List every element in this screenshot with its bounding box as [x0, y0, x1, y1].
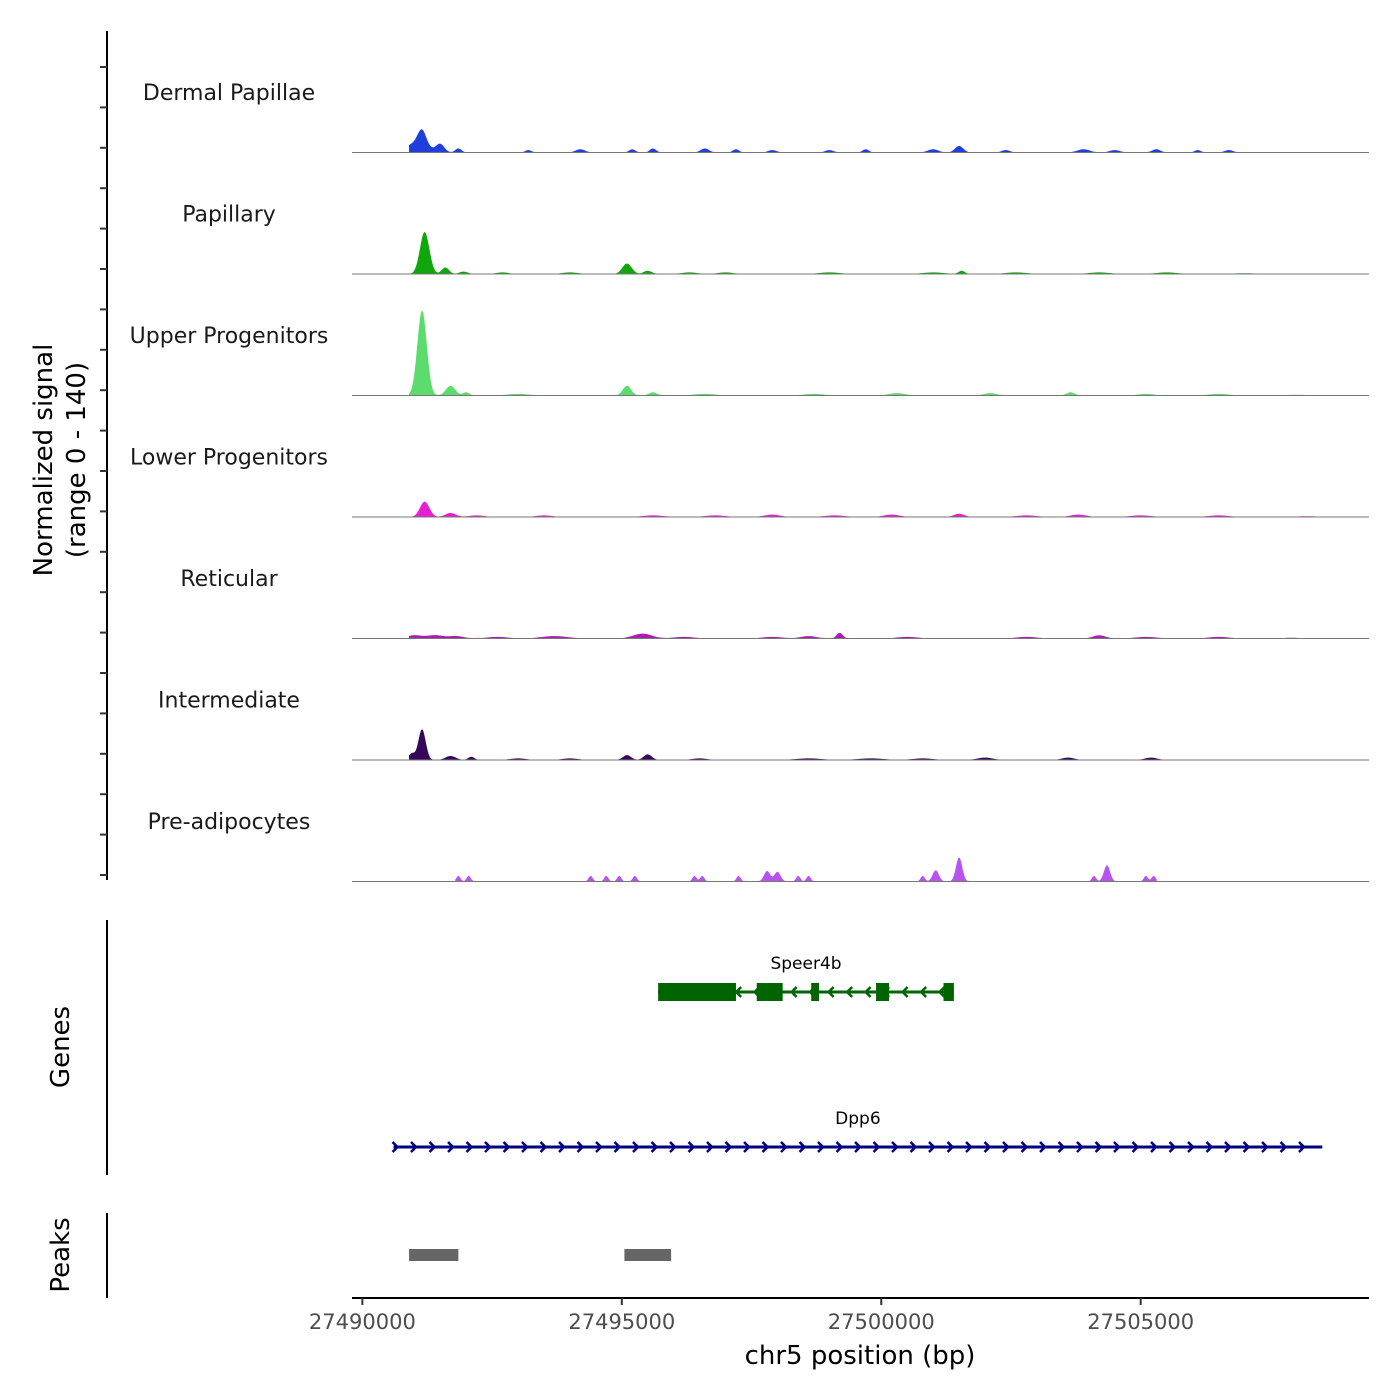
- strand-arrow: [595, 1141, 603, 1153]
- strand-arrow: [734, 986, 743, 998]
- exon-speer4b: [943, 983, 954, 1001]
- gene-label-speer4b: Speer4b: [770, 954, 841, 974]
- strand-arrow: [919, 986, 928, 998]
- strand-arrow: [1224, 1141, 1232, 1153]
- peak-region: [624, 1249, 672, 1261]
- strand-arrow: [937, 986, 946, 998]
- strand-arrow: [465, 1141, 474, 1153]
- strand-arrow: [1020, 1141, 1029, 1153]
- strand-arrow: [1076, 1141, 1084, 1153]
- coverage-area-reticular: [409, 632, 1318, 639]
- genes-axis-title: Genes: [46, 1006, 76, 1088]
- strand-arrow: [909, 1141, 918, 1153]
- strand-arrow: [410, 1141, 418, 1153]
- coverage-area-papillary: [409, 231, 1297, 274]
- strand-arrow: [1150, 1141, 1158, 1153]
- strand-arrow: [391, 1141, 400, 1153]
- gene-speer4b: Speer4b: [658, 954, 954, 1001]
- track-label-intermediate: Intermediate: [158, 689, 300, 714]
- coverage-area-upper-progenitors: [409, 310, 1369, 396]
- strand-arrow: [613, 1141, 622, 1153]
- exon-speer4b: [876, 983, 890, 1001]
- coverage-area-lower-progenitors: [409, 501, 1333, 517]
- exon-speer4b: [658, 983, 736, 1001]
- strand-arrow: [1002, 1141, 1010, 1153]
- strand-arrow: [1094, 1141, 1103, 1153]
- strand-arrow: [983, 1141, 992, 1153]
- strand-arrow: [1242, 1141, 1251, 1153]
- exon-speer4b: [756, 983, 783, 1001]
- gene-dpp6: Dpp6: [391, 1109, 1323, 1153]
- strand-arrow: [1113, 1141, 1121, 1153]
- strand-arrow: [854, 1141, 862, 1153]
- strand-arrow: [743, 1141, 751, 1153]
- strand-arrow: [817, 1141, 825, 1153]
- coverage-area-intermediate: [409, 729, 1188, 760]
- strand-arrow: [946, 1141, 955, 1153]
- strand-arrow: [1131, 1141, 1140, 1153]
- strand-arrow: [1298, 1141, 1306, 1153]
- strand-arrow: [900, 986, 909, 998]
- strand-arrow: [789, 986, 798, 998]
- peaks-axis-title: Peaks: [46, 1217, 76, 1292]
- x-axis-title: chr5 position (bp): [745, 1341, 976, 1371]
- track-label-pre-adipocytes: Pre-adipocytes: [148, 810, 311, 835]
- strand-arrow: [872, 1141, 881, 1153]
- strand-arrow: [1279, 1141, 1288, 1153]
- strand-arrow: [1205, 1141, 1214, 1153]
- strand-arrow: [835, 1141, 844, 1153]
- exon-speer4b: [811, 983, 819, 1001]
- strand-arrow: [863, 986, 872, 998]
- strand-arrow: [1187, 1141, 1195, 1153]
- strand-arrow: [1168, 1141, 1177, 1153]
- strand-arrow: [484, 1141, 492, 1153]
- track-label-lower-progenitors: Lower Progenitors: [130, 446, 328, 471]
- y-axis-title-line2: (range 0 - 140): [62, 362, 92, 558]
- strand-arrow: [687, 1141, 696, 1153]
- strand-arrow: [826, 986, 835, 998]
- strand-arrow: [502, 1141, 511, 1153]
- strand-arrow: [706, 1141, 714, 1153]
- coverage-area-pre-adipocytes: [455, 857, 1157, 882]
- gene-label-dpp6: Dpp6: [835, 1109, 881, 1129]
- strand-arrow: [632, 1141, 640, 1153]
- strand-arrow: [1261, 1141, 1269, 1153]
- strand-arrow: [891, 1141, 899, 1153]
- strand-arrow: [1057, 1141, 1066, 1153]
- strand-arrow: [761, 1141, 770, 1153]
- x-tick-label: 27500000: [828, 1310, 935, 1334]
- strand-arrow: [780, 1141, 788, 1153]
- strand-arrow: [650, 1141, 659, 1153]
- y-axis-title-line1: Normalized signal: [29, 344, 59, 577]
- strand-arrow: [576, 1141, 585, 1153]
- track-label-reticular: Reticular: [180, 567, 278, 592]
- strand-arrow: [928, 1141, 936, 1153]
- peak-region: [409, 1249, 459, 1261]
- strand-arrow: [669, 1141, 677, 1153]
- x-tick-label: 27505000: [1087, 1310, 1194, 1334]
- track-label-dermal-papillae: Dermal Papillae: [143, 81, 315, 106]
- strand-arrow: [1039, 1141, 1047, 1153]
- strand-arrow: [798, 1141, 807, 1153]
- strand-arrow: [558, 1141, 566, 1153]
- track-label-upper-progenitors: Upper Progenitors: [130, 324, 329, 349]
- strand-arrow: [539, 1141, 548, 1153]
- track-label-papillary: Papillary: [182, 203, 276, 228]
- strand-arrow: [845, 986, 854, 998]
- strand-arrow: [521, 1141, 529, 1153]
- strand-arrow: [447, 1141, 455, 1153]
- strand-arrow: [724, 1141, 733, 1153]
- strand-arrow: [428, 1141, 437, 1153]
- coverage-area-dermal-papillae: [409, 129, 1255, 153]
- x-tick-label: 27490000: [309, 1310, 416, 1334]
- strand-arrow: [965, 1141, 973, 1153]
- x-tick-label: 27495000: [568, 1310, 675, 1334]
